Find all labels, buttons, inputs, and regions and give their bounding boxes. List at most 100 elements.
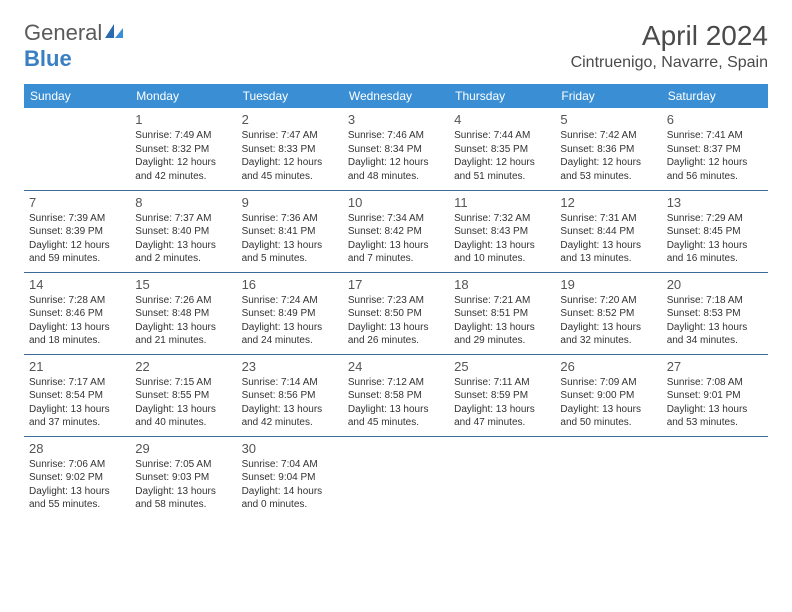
- day-number: 27: [667, 359, 763, 374]
- day-info: Sunrise: 7:04 AMSunset: 9:04 PMDaylight:…: [242, 458, 338, 512]
- day-cell: 17 Sunrise: 7:23 AMSunset: 8:50 PMDayligh…: [343, 272, 449, 354]
- day-cell: 7Sunrise: 7:39 AMSunset: 8:39 PMDaylight…: [24, 190, 130, 272]
- day-number: 15: [135, 277, 231, 292]
- day-info: Sunrise: 7:46 AMSunset: 8:34 PMDaylight:…: [348, 129, 444, 183]
- day-number: 6: [667, 112, 763, 127]
- day-info: Sunrise: 7:05 AMSunset: 9:03 PMDaylight:…: [135, 458, 231, 512]
- day-info: Sunrise: 7:42 AMSunset: 8:36 PMDaylight:…: [560, 129, 656, 183]
- day-cell: 6 Sunrise: 7:41 AMSunset: 8:37 PMDaylight…: [662, 108, 768, 190]
- header: GeneralBlue April 2024 Cintruenigo, Nava…: [24, 20, 768, 72]
- day-number: 29: [135, 441, 231, 456]
- day-cell: 28Sunrise: 7:06 AMSunset: 9:02 PMDayligh…: [24, 436, 130, 518]
- day-info: Sunrise: 7:29 AMSunset: 8:45 PMDaylight:…: [667, 212, 763, 266]
- day-cell: 3 Sunrise: 7:46 AMSunset: 8:34 PMDaylight…: [343, 108, 449, 190]
- day-cell: 21 Sunrise: 7:17 AMSunset: 8:54 PMDayligh…: [24, 354, 130, 436]
- day-number: 28: [29, 441, 125, 456]
- logo-word-blue: Blue: [24, 46, 72, 71]
- week-row: 7Sunrise: 7:39 AMSunset: 8:39 PMDaylight…: [24, 190, 768, 272]
- day-info: Sunrise: 7:21 AMSunset: 8:51 PMDaylight:…: [454, 294, 550, 348]
- day-info: Sunrise: 7:31 AMSunset: 8:44 PMDaylight:…: [560, 212, 656, 266]
- day-info: Sunrise: 7:39 AMSunset: 8:39 PMDaylight:…: [29, 212, 125, 266]
- day-info: Sunrise: 7:12 AMSunset: 8:58 PMDaylight:…: [348, 376, 444, 430]
- day-number: 23: [242, 359, 338, 374]
- day-number: 5: [560, 112, 656, 127]
- day-info: Sunrise: 7:36 AMSunset: 8:41 PMDaylight:…: [242, 212, 338, 266]
- day-number: 10: [348, 195, 444, 210]
- day-info: Sunrise: 7:18 AMSunset: 8:53 PMDaylight:…: [667, 294, 763, 348]
- day-cell: [555, 436, 661, 518]
- day-number: 1: [135, 112, 231, 127]
- day-cell: 1 Sunrise: 7:49 AMSunset: 8:32 PMDaylight…: [130, 108, 236, 190]
- day-cell: 4 Sunrise: 7:44 AMSunset: 8:35 PMDaylight…: [449, 108, 555, 190]
- day-cell: 19 Sunrise: 7:20 AMSunset: 8:52 PMDayligh…: [555, 272, 661, 354]
- day-info: Sunrise: 7:28 AMSunset: 8:46 PMDaylight:…: [29, 294, 125, 348]
- day-cell: 26 Sunrise: 7:09 AMSunset: 9:00 PMDayligh…: [555, 354, 661, 436]
- day-number: 9: [242, 195, 338, 210]
- day-info: Sunrise: 7:23 AMSunset: 8:50 PMDaylight:…: [348, 294, 444, 348]
- col-monday: Monday: [130, 84, 236, 108]
- day-number: 24: [348, 359, 444, 374]
- day-number: 12: [560, 195, 656, 210]
- col-tuesday: Tuesday: [237, 84, 343, 108]
- day-cell: 15 Sunrise: 7:26 AMSunset: 8:48 PMDayligh…: [130, 272, 236, 354]
- day-number: 25: [454, 359, 550, 374]
- day-number: 26: [560, 359, 656, 374]
- day-info: Sunrise: 7:41 AMSunset: 8:37 PMDaylight:…: [667, 129, 763, 183]
- day-info: Sunrise: 7:15 AMSunset: 8:55 PMDaylight:…: [135, 376, 231, 430]
- logo-word-general: General: [24, 20, 102, 45]
- day-number: 20: [667, 277, 763, 292]
- day-info: Sunrise: 7:14 AMSunset: 8:56 PMDaylight:…: [242, 376, 338, 430]
- day-info: Sunrise: 7:49 AMSunset: 8:32 PMDaylight:…: [135, 129, 231, 183]
- location: Cintruenigo, Navarre, Spain: [571, 54, 768, 72]
- week-row: 1 Sunrise: 7:49 AMSunset: 8:32 PMDaylight…: [24, 108, 768, 190]
- day-info: Sunrise: 7:08 AMSunset: 9:01 PMDaylight:…: [667, 376, 763, 430]
- day-number: 17: [348, 277, 444, 292]
- day-info: Sunrise: 7:20 AMSunset: 8:52 PMDaylight:…: [560, 294, 656, 348]
- week-row: 21 Sunrise: 7:17 AMSunset: 8:54 PMDayligh…: [24, 354, 768, 436]
- col-thursday: Thursday: [449, 84, 555, 108]
- sail-icon: [103, 20, 125, 38]
- day-number: 22: [135, 359, 231, 374]
- day-number: 21: [29, 359, 125, 374]
- day-cell: 10 Sunrise: 7:34 AMSunset: 8:42 PMDayligh…: [343, 190, 449, 272]
- col-saturday: Saturday: [662, 84, 768, 108]
- logo: GeneralBlue: [24, 20, 125, 72]
- col-friday: Friday: [555, 84, 661, 108]
- day-cell: 24 Sunrise: 7:12 AMSunset: 8:58 PMDayligh…: [343, 354, 449, 436]
- day-info: Sunrise: 7:11 AMSunset: 8:59 PMDaylight:…: [454, 376, 550, 430]
- day-number: 3: [348, 112, 444, 127]
- day-cell: 20 Sunrise: 7:18 AMSunset: 8:53 PMDayligh…: [662, 272, 768, 354]
- day-number: 19: [560, 277, 656, 292]
- day-cell: [24, 108, 130, 190]
- day-cell: 27 Sunrise: 7:08 AMSunset: 9:01 PMDayligh…: [662, 354, 768, 436]
- day-number: 16: [242, 277, 338, 292]
- day-cell: 30 Sunrise: 7:04 AMSunset: 9:04 PMDayligh…: [237, 436, 343, 518]
- day-cell: [343, 436, 449, 518]
- day-info: Sunrise: 7:17 AMSunset: 8:54 PMDaylight:…: [29, 376, 125, 430]
- day-number: 18: [454, 277, 550, 292]
- logo-text: GeneralBlue: [24, 20, 125, 72]
- day-cell: 18 Sunrise: 7:21 AMSunset: 8:51 PMDayligh…: [449, 272, 555, 354]
- day-number: 4: [454, 112, 550, 127]
- day-cell: 25 Sunrise: 7:11 AMSunset: 8:59 PMDayligh…: [449, 354, 555, 436]
- day-cell: 22 Sunrise: 7:15 AMSunset: 8:55 PMDayligh…: [130, 354, 236, 436]
- day-info: Sunrise: 7:47 AMSunset: 8:33 PMDaylight:…: [242, 129, 338, 183]
- day-info: Sunrise: 7:32 AMSunset: 8:43 PMDaylight:…: [454, 212, 550, 266]
- day-number: 30: [242, 441, 338, 456]
- day-cell: 11Sunrise: 7:32 AMSunset: 8:43 PMDayligh…: [449, 190, 555, 272]
- day-number: 13: [667, 195, 763, 210]
- day-info: Sunrise: 7:44 AMSunset: 8:35 PMDaylight:…: [454, 129, 550, 183]
- day-info: Sunrise: 7:34 AMSunset: 8:42 PMDaylight:…: [348, 212, 444, 266]
- day-number: 14: [29, 277, 125, 292]
- day-info: Sunrise: 7:24 AMSunset: 8:49 PMDaylight:…: [242, 294, 338, 348]
- day-number: 8: [135, 195, 231, 210]
- day-cell: [662, 436, 768, 518]
- day-info: Sunrise: 7:37 AMSunset: 8:40 PMDaylight:…: [135, 212, 231, 266]
- day-cell: 29 Sunrise: 7:05 AMSunset: 9:03 PMDayligh…: [130, 436, 236, 518]
- day-cell: 16 Sunrise: 7:24 AMSunset: 8:49 PMDayligh…: [237, 272, 343, 354]
- day-info: Sunrise: 7:09 AMSunset: 9:00 PMDaylight:…: [560, 376, 656, 430]
- week-row: 14 Sunrise: 7:28 AMSunset: 8:46 PMDayligh…: [24, 272, 768, 354]
- day-info: Sunrise: 7:26 AMSunset: 8:48 PMDaylight:…: [135, 294, 231, 348]
- day-header-row: Sunday Monday Tuesday Wednesday Thursday…: [24, 84, 768, 108]
- month-title: April 2024: [571, 20, 768, 52]
